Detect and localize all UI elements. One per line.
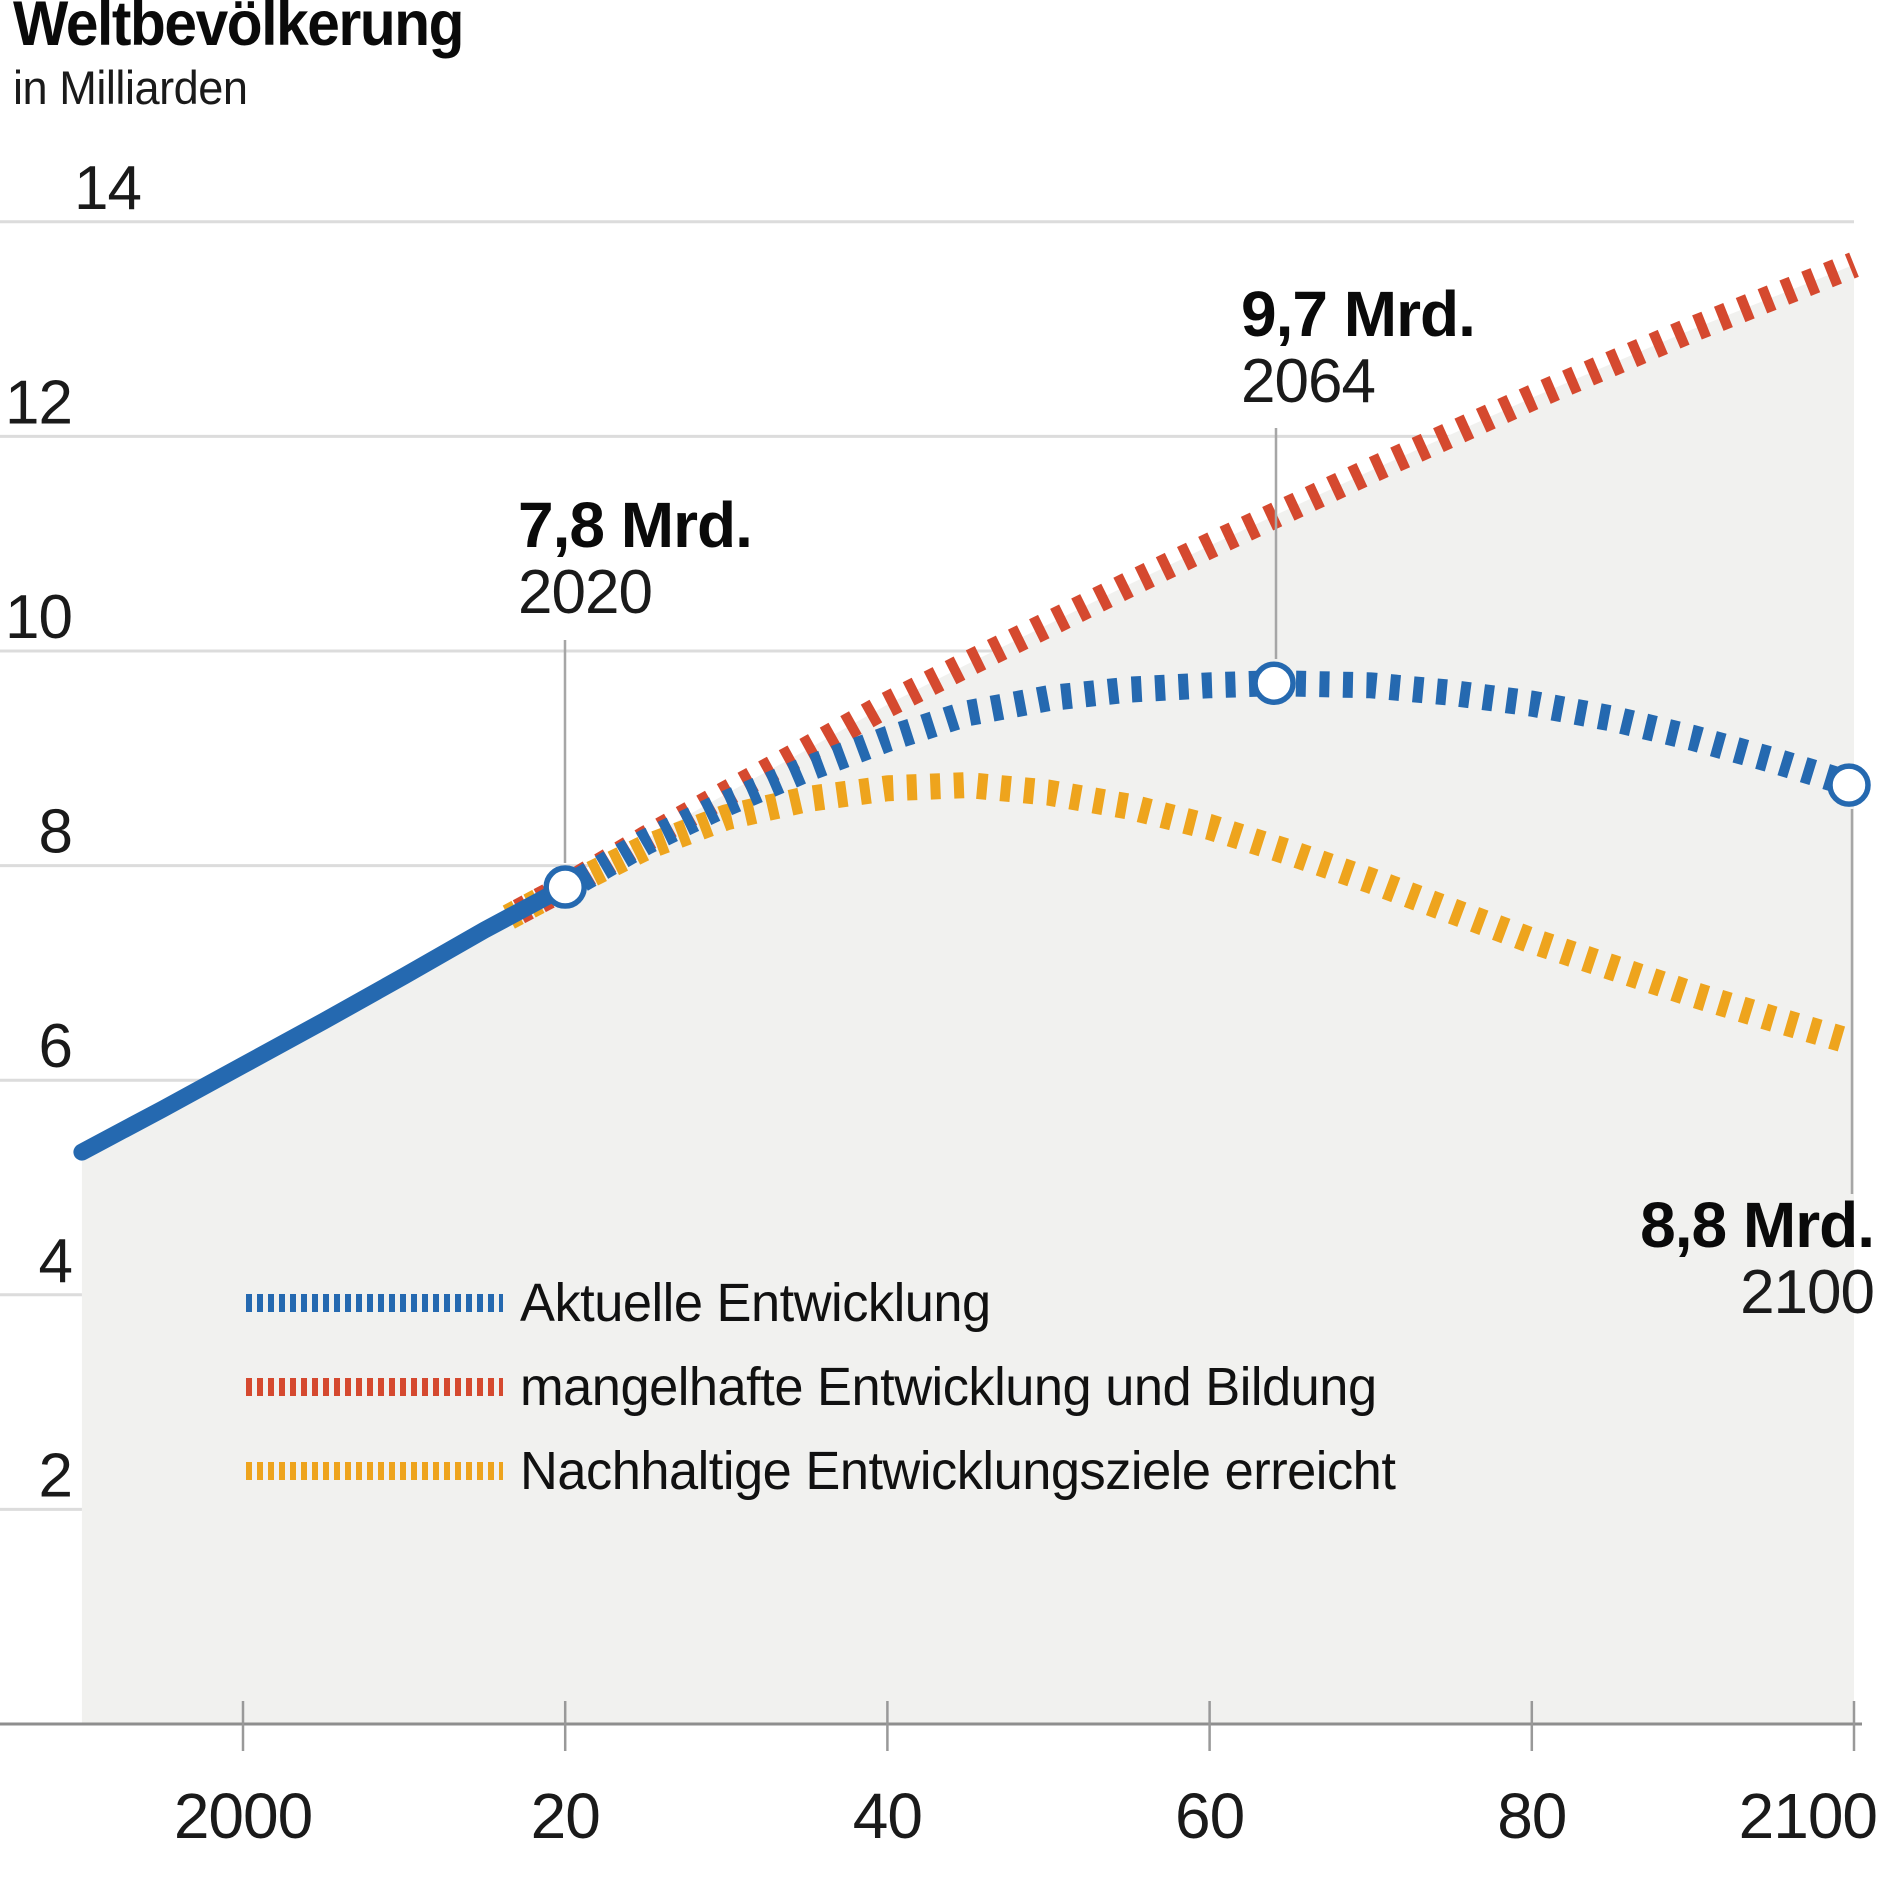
y-tick-label-4: 4 — [39, 1227, 72, 1296]
chart-subtitle: in Milliarden — [13, 61, 248, 114]
y-tick-label-12: 12 — [5, 368, 72, 437]
data-point-marker-2100 — [1827, 763, 1871, 807]
annotation-2100: 8,8 Mrd. 2100 — [1640, 1189, 1875, 1327]
y-tick-label-8: 8 — [39, 798, 72, 867]
legend-label: Aktuelle Entwicklung — [520, 1273, 991, 1333]
series-line-historical — [73, 881, 568, 1161]
legend-label: Nachhaltige Entwicklungsziele erreicht — [520, 1441, 1396, 1501]
legend-swatch-blue-dotted-icon — [246, 1294, 503, 1312]
annotation-2020: 7,8 Mrd. 2020 — [518, 489, 753, 627]
legend: Aktuelle Entwicklung mangelhafte Entwick… — [246, 1261, 1422, 1513]
series-line-sdg — [502, 772, 1858, 1056]
page-title: Weltbevölkerung — [13, 0, 464, 59]
y-tick-label-6: 6 — [39, 1012, 72, 1081]
annotation-2064-value: 9,7 Mrd. — [1241, 278, 1476, 350]
x-tick-label-2000: 2000 — [174, 1780, 312, 1852]
x-tick-label-60: 60 — [1175, 1780, 1244, 1852]
annotation-2100-year: 2100 — [1740, 1257, 1875, 1327]
annotation-2064-year: 2064 — [1241, 346, 1376, 416]
legend-item-current: Aktuelle Entwicklung — [246, 1261, 1422, 1345]
series-line-current — [574, 670, 1858, 891]
x-tick-label-40: 40 — [853, 1780, 922, 1852]
annotation-2020-year: 2020 — [518, 557, 653, 627]
legend-item-poor-development: mangelhafte Entwicklung und Bildung — [246, 1345, 1422, 1429]
data-point-marker-2020 — [543, 865, 587, 909]
y-tick-label-10: 10 — [5, 583, 72, 652]
legend-swatch-red-dotted-icon — [246, 1378, 503, 1396]
x-tick-label-20: 20 — [531, 1780, 600, 1852]
legend-label: mangelhafte Entwicklung und Bildung — [520, 1357, 1377, 1417]
annotation-2064: 9,7 Mrd. 2064 — [1241, 278, 1476, 416]
series-line-poor-development — [502, 252, 1859, 929]
data-point-marker-2064 — [1252, 661, 1296, 705]
annotation-2020-value: 7,8 Mrd. — [518, 489, 753, 561]
x-tick-label-2100: 2100 — [1739, 1780, 1877, 1852]
annotation-2100-value: 8,8 Mrd. — [1640, 1189, 1875, 1261]
scenario-area-fill — [81, 264, 1854, 1725]
y-tick-label-2: 2 — [39, 1441, 72, 1510]
legend-item-sdg: Nachhaltige Entwicklungsziele erreicht — [246, 1429, 1422, 1513]
y-tick-label-14: 14 — [74, 154, 141, 223]
x-tick-label-80: 80 — [1497, 1780, 1566, 1852]
legend-swatch-yellow-dotted-icon — [246, 1462, 503, 1480]
